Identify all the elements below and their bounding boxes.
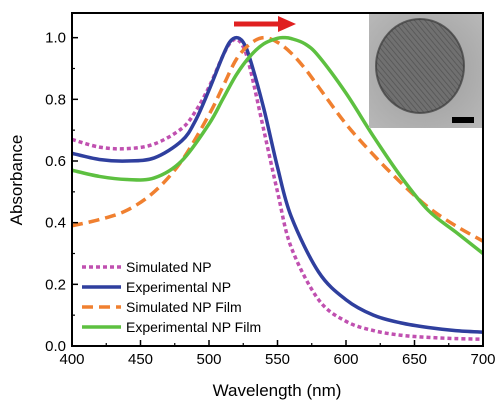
legend: Simulated NP Experimental NP Simulated NP … xyxy=(82,259,261,335)
y-tick-label: 0.8 xyxy=(45,91,66,108)
x-tick-label: 600 xyxy=(333,351,358,368)
tem-inset-image xyxy=(369,14,482,128)
legend-label: Experimental NP xyxy=(126,279,231,295)
x-tick-label: 450 xyxy=(128,351,153,368)
x-axis-title: Wavelength (nm) xyxy=(213,381,342,400)
redshift-arrow xyxy=(234,16,296,32)
y-tick-label: 0.6 xyxy=(45,153,66,170)
legend-label: Simulated NP xyxy=(126,259,212,275)
series-line-simulated-np xyxy=(72,37,483,341)
y-axis-title: Absorbance xyxy=(7,135,26,226)
series-layer xyxy=(72,35,483,341)
x-axis-ticks: 400 450 500 550 600 650 700 xyxy=(59,340,496,368)
scale-bar xyxy=(452,117,474,123)
y-axis-ticks: 0.0 0.2 0.4 0.6 0.8 1.0 xyxy=(45,30,78,355)
legend-label: Simulated NP Film xyxy=(126,299,242,315)
x-tick-label: 500 xyxy=(196,351,221,368)
series-line-experimental-np-film xyxy=(72,35,483,255)
x-tick-label: 650 xyxy=(402,351,427,368)
y-tick-label: 0.4 xyxy=(45,215,66,232)
x-tick-label: 400 xyxy=(59,351,84,368)
legend-label: Experimental NP Film xyxy=(126,319,261,335)
x-tick-label: 700 xyxy=(470,351,495,368)
y-tick-label: 0.0 xyxy=(45,338,66,355)
y-tick-label: 0.2 xyxy=(45,276,66,293)
y-tick-label: 1.0 xyxy=(45,30,66,47)
x-tick-label: 550 xyxy=(265,351,290,368)
